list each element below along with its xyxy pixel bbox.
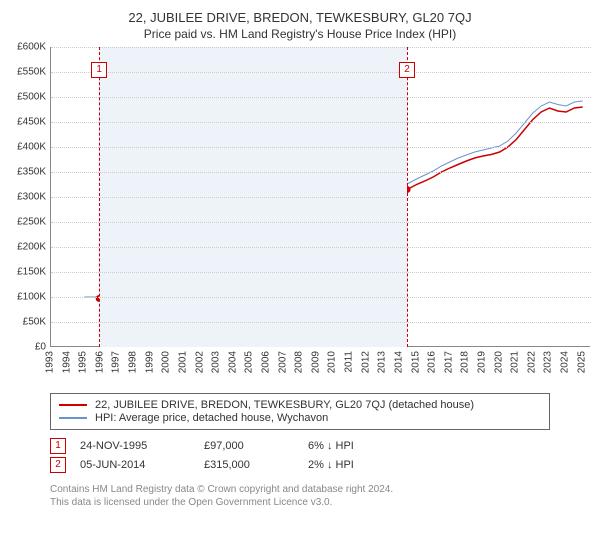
- x-tick-label: 2015: [410, 351, 421, 373]
- x-tick-label: 1996: [94, 351, 105, 373]
- gridline: [51, 197, 591, 198]
- x-tick-label: 2006: [261, 351, 272, 373]
- sale-price: £97,000: [204, 440, 294, 452]
- x-tick-label: 1993: [45, 351, 56, 373]
- plot-region: 12: [50, 47, 590, 347]
- sale-marker-badge: 1: [91, 62, 107, 78]
- x-tick-label: 2023: [543, 351, 554, 373]
- legend-swatch: [59, 417, 87, 419]
- sale-delta: 6% ↓ HPI: [308, 440, 418, 452]
- x-tick-label: 2010: [327, 351, 338, 373]
- y-tick-label: £600K: [17, 42, 46, 53]
- x-tick-label: 1994: [61, 351, 72, 373]
- sale-date: 05-JUN-2014: [80, 459, 190, 471]
- y-tick-label: £350K: [17, 167, 46, 178]
- x-tick-label: 2005: [244, 351, 255, 373]
- sale-marker-badge: 2: [399, 62, 415, 78]
- y-tick-label: £450K: [17, 117, 46, 128]
- legend-label: 22, JUBILEE DRIVE, BREDON, TEWKESBURY, G…: [95, 399, 474, 411]
- sale-price: £315,000: [204, 459, 294, 471]
- sale-row: 2 05-JUN-2014 £315,000 2% ↓ HPI: [50, 457, 550, 473]
- chart-area: £0£50K£100K£150K£200K£250K£300K£350K£400…: [6, 47, 594, 387]
- x-tick-label: 2020: [493, 351, 504, 373]
- sale-marker-line: [407, 47, 408, 347]
- chart-title: 22, JUBILEE DRIVE, BREDON, TEWKESBURY, G…: [6, 10, 594, 25]
- x-tick-label: 2000: [161, 351, 172, 373]
- x-tick-label: 2025: [576, 351, 587, 373]
- footer-attribution: Contains HM Land Registry data © Crown c…: [50, 483, 550, 509]
- x-tick-label: 2013: [377, 351, 388, 373]
- x-tick-label: 2003: [211, 351, 222, 373]
- legend-item: HPI: Average price, detached house, Wych…: [59, 412, 541, 424]
- sale-row: 1 24-NOV-1995 £97,000 6% ↓ HPI: [50, 438, 550, 454]
- x-tick-label: 2012: [360, 351, 371, 373]
- sale-marker-line: [99, 47, 100, 347]
- y-tick-label: £300K: [17, 192, 46, 203]
- x-tick-label: 2007: [277, 351, 288, 373]
- x-axis-labels: 1993199419951996199719981999200020012002…: [50, 347, 590, 387]
- x-tick-label: 2016: [427, 351, 438, 373]
- gridline: [51, 247, 591, 248]
- x-tick-label: 1997: [111, 351, 122, 373]
- sale-badge: 1: [50, 438, 66, 454]
- gridline: [51, 272, 591, 273]
- legend: 22, JUBILEE DRIVE, BREDON, TEWKESBURY, G…: [50, 393, 550, 430]
- y-tick-label: £500K: [17, 92, 46, 103]
- gridline: [51, 322, 591, 323]
- x-tick-label: 2004: [227, 351, 238, 373]
- chart-subtitle: Price paid vs. HM Land Registry's House …: [6, 27, 594, 41]
- y-tick-label: £150K: [17, 267, 46, 278]
- sale-date: 24-NOV-1995: [80, 440, 190, 452]
- sale-badge: 2: [50, 457, 66, 473]
- gridline: [51, 222, 591, 223]
- x-tick-label: 2024: [560, 351, 571, 373]
- x-tick-label: 2019: [477, 351, 488, 373]
- y-tick-label: £200K: [17, 242, 46, 253]
- y-tick-label: £250K: [17, 217, 46, 228]
- x-tick-label: 2018: [460, 351, 471, 373]
- y-tick-label: £550K: [17, 67, 46, 78]
- chart-container: 22, JUBILEE DRIVE, BREDON, TEWKESBURY, G…: [0, 0, 600, 515]
- gridline: [51, 147, 591, 148]
- x-tick-label: 2021: [510, 351, 521, 373]
- y-tick-label: £100K: [17, 292, 46, 303]
- x-tick-label: 2009: [310, 351, 321, 373]
- gridline: [51, 297, 591, 298]
- gridline: [51, 97, 591, 98]
- legend-label: HPI: Average price, detached house, Wych…: [95, 412, 328, 424]
- sale-delta: 2% ↓ HPI: [308, 459, 418, 471]
- y-axis-labels: £0£50K£100K£150K£200K£250K£300K£350K£400…: [6, 47, 48, 347]
- x-tick-label: 1995: [78, 351, 89, 373]
- x-tick-label: 2008: [294, 351, 305, 373]
- gridline: [51, 172, 591, 173]
- legend-swatch: [59, 404, 87, 406]
- y-tick-label: £400K: [17, 142, 46, 153]
- legend-item: 22, JUBILEE DRIVE, BREDON, TEWKESBURY, G…: [59, 399, 541, 411]
- sales-table: 1 24-NOV-1995 £97,000 6% ↓ HPI 2 05-JUN-2014 £…: [50, 438, 550, 473]
- x-tick-label: 1998: [128, 351, 139, 373]
- footer-line: Contains HM Land Registry data © Crown c…: [50, 483, 550, 496]
- x-tick-label: 1999: [144, 351, 155, 373]
- x-tick-label: 2022: [526, 351, 537, 373]
- x-tick-label: 2014: [393, 351, 404, 373]
- x-tick-label: 2011: [344, 351, 355, 373]
- gridline: [51, 122, 591, 123]
- gridline: [51, 72, 591, 73]
- gridline: [51, 47, 591, 48]
- x-tick-label: 2001: [177, 351, 188, 373]
- x-tick-label: 2017: [443, 351, 454, 373]
- x-tick-label: 2002: [194, 351, 205, 373]
- footer-line: This data is licensed under the Open Gov…: [50, 496, 550, 509]
- y-tick-label: £50K: [23, 317, 46, 328]
